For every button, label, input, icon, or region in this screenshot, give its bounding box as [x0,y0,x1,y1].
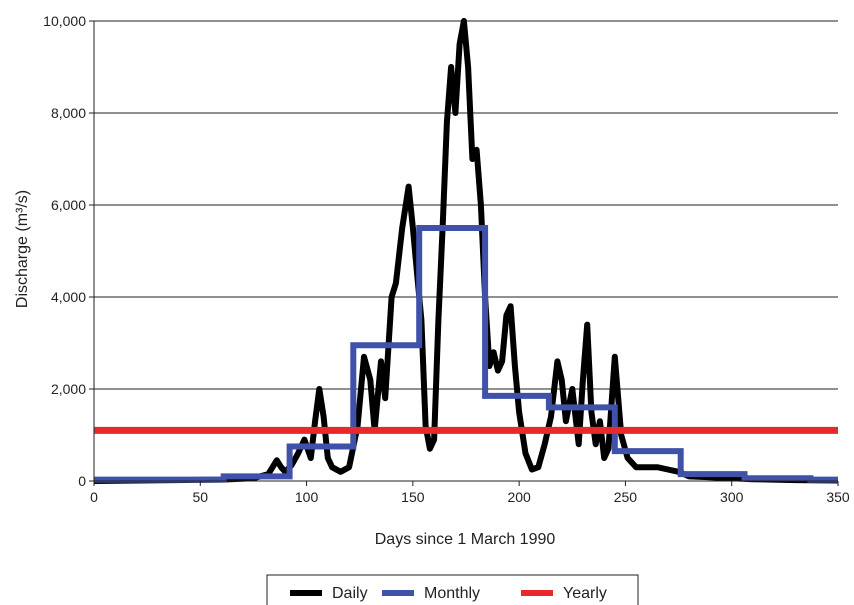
y-tick-labels: 0 2,000 4,000 6,000 8,000 10,000 [43,13,94,489]
x-tick-label: 100 [295,489,319,505]
legend-label-daily: Daily [332,585,368,602]
x-tick-label: 350 [826,489,850,505]
legend-label-monthly: Monthly [424,585,480,602]
y-tick-label: 4,000 [51,289,86,305]
legend: Daily Monthly Yearly [266,574,639,605]
legend-box [266,574,639,605]
x-tick-labels: 0 50 100 150 200 250 300 350 [90,481,850,505]
y-tick-label: 8,000 [51,105,86,121]
y-tick-label: 6,000 [51,197,86,213]
gridlines [94,20,838,390]
y-tick-label: 10,000 [43,13,86,29]
series-layer [93,18,839,484]
x-tick-label: 300 [720,489,744,505]
x-axis-title: Days since 1 March 1990 [375,531,556,548]
y-tick-label: 2,000 [51,381,86,397]
series-line-monthly [94,225,838,483]
x-tick-label: 0 [90,489,98,505]
x-tick-label: 50 [192,489,208,505]
axes [93,21,838,482]
y-axis-title: Discharge (m³/s) [14,190,31,308]
x-tick-label: 250 [614,489,638,505]
x-tick-label: 150 [401,489,425,505]
y-tick-label: 0 [78,473,86,489]
x-tick-label: 200 [507,489,531,505]
series-line-daily [93,18,839,484]
legend-label-yearly: Yearly [563,585,607,602]
